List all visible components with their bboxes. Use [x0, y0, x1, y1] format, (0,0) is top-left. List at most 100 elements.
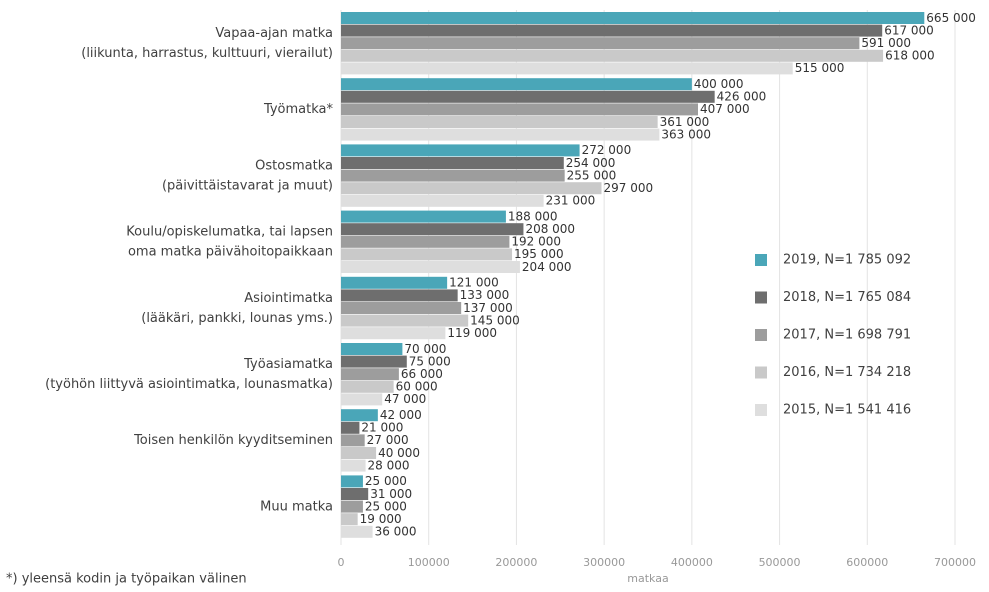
value-label: 121 000 [449, 276, 499, 290]
bar [341, 409, 378, 422]
bar [341, 182, 602, 195]
bar [341, 343, 403, 355]
x-tick-label: 0 [338, 556, 345, 569]
value-label: 188 000 [508, 209, 558, 223]
category-label: (lääkäri, pankki, lounas yms.) [141, 311, 333, 326]
value-label: 591 000 [861, 36, 911, 50]
legend-label: 2018, N=1 765 084 [783, 290, 911, 305]
value-label: 515 000 [795, 61, 845, 75]
value-label: 36 000 [375, 525, 417, 539]
value-label: 21 000 [361, 421, 403, 435]
value-label: 426 000 [717, 90, 767, 104]
value-label: 204 000 [522, 260, 572, 274]
bar [341, 128, 660, 141]
value-label: 66 000 [401, 367, 443, 381]
value-label: 60 000 [396, 380, 438, 394]
value-label: 47 000 [384, 392, 426, 406]
category-label: Koulu/opiskelumatka, tai lapsen [126, 225, 333, 240]
legend-swatch [755, 254, 767, 266]
bar [341, 393, 383, 406]
value-label: 363 000 [661, 127, 711, 141]
value-label: 231 000 [546, 194, 596, 208]
bar [341, 210, 506, 223]
bar [341, 194, 544, 207]
value-label: 297 000 [604, 181, 654, 195]
value-label: 137 000 [463, 301, 513, 315]
legend-swatch [755, 366, 767, 379]
bar [341, 116, 658, 128]
legend-swatch [755, 404, 767, 416]
value-label: 25 000 [365, 474, 407, 488]
value-label: 42 000 [380, 408, 422, 422]
value-label: 255 000 [567, 168, 617, 182]
value-label: 665 000 [926, 11, 976, 25]
bar [341, 62, 793, 75]
legend-label: 2015, N=1 541 416 [783, 403, 911, 418]
bar [341, 302, 462, 314]
bar [341, 488, 369, 500]
category-label: (päivittäistavarat ja muut) [162, 178, 333, 193]
bar [341, 248, 513, 261]
bar [341, 12, 925, 24]
bar [341, 37, 860, 50]
value-label: 145 000 [470, 313, 520, 327]
bar [341, 289, 458, 302]
bar [341, 144, 580, 157]
category-label: Asiointimatka [244, 291, 333, 306]
x-axis-label: matkaa [627, 572, 668, 585]
x-tick-label: 700000 [934, 556, 976, 569]
category-label: (työhön liittyvä asiointimatka, lounasma… [45, 377, 333, 392]
value-label: 254 000 [566, 156, 616, 170]
value-label: 208 000 [525, 222, 575, 236]
bar [341, 24, 883, 37]
value-label: 133 000 [460, 288, 510, 302]
value-label: 195 000 [514, 247, 564, 261]
bar [341, 525, 373, 538]
bar [341, 500, 363, 513]
legend-label: 2019, N=1 785 092 [783, 253, 911, 268]
bar [341, 314, 469, 327]
value-label: 272 000 [582, 143, 632, 157]
bar [341, 475, 363, 488]
x-tick-label: 100000 [408, 556, 450, 569]
bar [341, 90, 715, 103]
value-label: 617 000 [884, 23, 934, 37]
bar [341, 513, 358, 526]
value-label: 19 000 [360, 512, 402, 526]
x-tick-label: 500000 [759, 556, 801, 569]
category-label: Muu matka [260, 499, 333, 514]
x-tick-label: 200000 [495, 556, 537, 569]
x-tick-label: 300000 [583, 556, 625, 569]
category-label: Ostosmatka [255, 158, 333, 173]
value-label: 28 000 [368, 458, 410, 472]
bar [341, 434, 365, 447]
legend-swatch [755, 329, 767, 341]
category-label: Työasiamatka [243, 357, 333, 372]
bar [341, 261, 520, 273]
bar [341, 223, 524, 236]
value-label: 618 000 [885, 49, 935, 63]
bar [341, 368, 399, 381]
category-label: Vapaa-ajan matka [215, 26, 333, 41]
legend-label: 2017, N=1 698 791 [783, 328, 911, 343]
category-label: (liikunta, harrastus, kulttuuri, vierail… [81, 46, 333, 61]
footnote: *) yleensä kodin ja työpaikan välinen [6, 572, 247, 587]
x-tick-label: 400000 [671, 556, 713, 569]
value-label: 361 000 [660, 115, 710, 129]
bar [341, 355, 407, 368]
bar [341, 235, 510, 248]
value-label: 119 000 [447, 326, 497, 340]
bar [341, 327, 446, 340]
value-label: 407 000 [700, 102, 750, 116]
bar [341, 157, 564, 169]
value-label: 40 000 [378, 446, 420, 460]
bar [341, 78, 692, 91]
bar [341, 380, 394, 393]
value-label: 27 000 [367, 433, 409, 447]
bar [341, 103, 698, 116]
x-tick-label: 600000 [846, 556, 888, 569]
bar [341, 421, 360, 434]
bar [341, 276, 448, 289]
bar [341, 459, 366, 472]
